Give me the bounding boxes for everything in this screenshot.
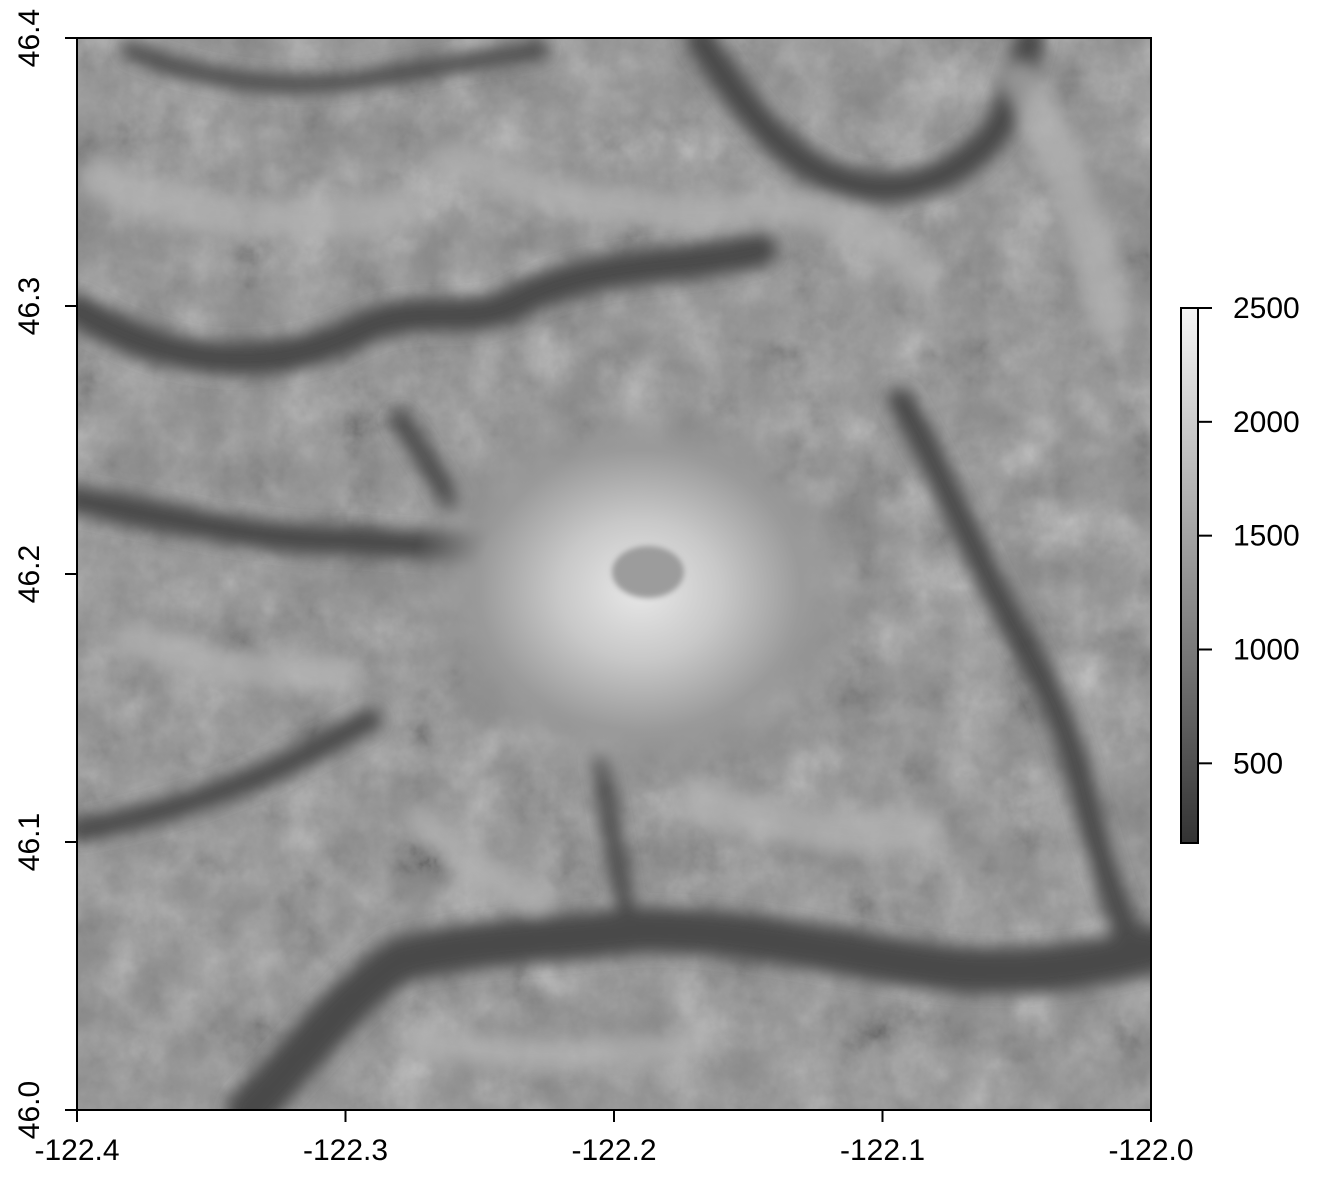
x-tick-label: -122.0 xyxy=(1108,1134,1193,1167)
colorbar-tick-label: 1500 xyxy=(1233,520,1300,553)
colorbar-tick-label: 2000 xyxy=(1233,406,1300,439)
ridges xyxy=(80,60,1130,1070)
x-tick-label: -122.2 xyxy=(571,1134,656,1167)
y-tick-label: 46.2 xyxy=(13,545,46,603)
colorbar-ticks: 500 1000 1500 2000 2500 xyxy=(1198,292,1300,780)
y-tick-label: 46.1 xyxy=(13,813,46,871)
colorbar-gradient xyxy=(1180,307,1199,844)
y-tick-label: 46.4 xyxy=(13,9,46,67)
y-tick-label: 46.0 xyxy=(13,1081,46,1139)
y-axis: 46.0 46.1 46.2 46.3 46.4 xyxy=(13,9,78,1139)
colorbar-tick-label: 2500 xyxy=(1233,292,1300,325)
crater xyxy=(612,546,684,598)
colorbar: 500 1000 1500 2000 2500 xyxy=(1180,292,1300,844)
x-tick-label: -122.3 xyxy=(303,1134,388,1167)
y-tick-label: 46.3 xyxy=(13,277,46,335)
x-tick-label: -122.4 xyxy=(34,1134,119,1167)
elevation-raster xyxy=(77,38,1151,1110)
x-tick-label: -122.1 xyxy=(840,1134,925,1167)
x-axis: -122.4 -122.3 -122.2 -122.1 -122.0 xyxy=(34,1109,1194,1167)
colorbar-tick-label: 1000 xyxy=(1233,633,1300,666)
colorbar-tick-label: 500 xyxy=(1233,747,1283,780)
